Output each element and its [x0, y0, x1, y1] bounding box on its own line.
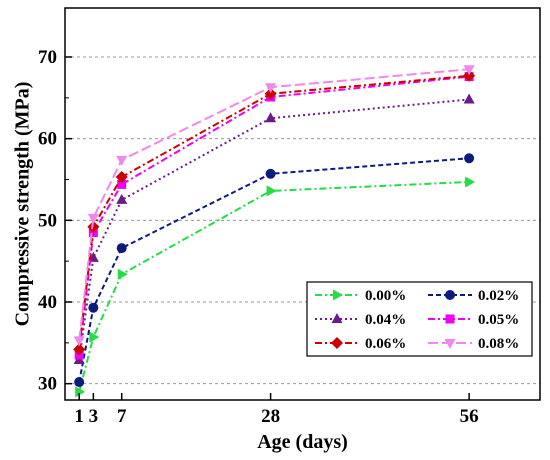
series-layer — [73, 65, 476, 398]
x-tick-label: 3 — [89, 406, 99, 427]
data-point — [465, 176, 476, 188]
data-point — [463, 65, 475, 76]
data-point — [264, 87, 277, 100]
legend-marker — [331, 313, 343, 323]
legend-item: 0.05% — [428, 312, 519, 328]
y-tick-label: 50 — [38, 210, 57, 231]
series-0.00% — [75, 176, 476, 398]
x-tick-label: 28 — [261, 406, 280, 427]
legend-marker — [331, 337, 343, 349]
legend-item: 0.04% — [315, 312, 406, 328]
x-axis-title: Age (days) — [257, 431, 348, 453]
legend-marker — [445, 290, 455, 300]
legend-label: 0.04% — [365, 312, 406, 328]
data-point — [75, 386, 86, 398]
data-point — [116, 155, 128, 166]
data-point — [87, 213, 99, 224]
legend-marker — [333, 289, 343, 301]
y-axis-title: Compressive strength (MPa) — [12, 82, 34, 327]
y-tick-label: 30 — [38, 374, 57, 395]
legend: 0.00% 0.02% 0.04% 0.05% 0.06% 0.08% — [306, 281, 533, 357]
series-0.06% — [73, 69, 476, 356]
legend-item: 0.08% — [428, 336, 519, 352]
legend-marker — [444, 339, 456, 349]
y-tick-label: 60 — [38, 129, 57, 150]
data-point — [117, 268, 128, 280]
legend-label: 0.08% — [478, 336, 519, 352]
data-point — [463, 93, 475, 104]
x-tick-label: 7 — [117, 406, 127, 427]
data-point — [73, 343, 86, 356]
legend-label: 0.02% — [478, 288, 519, 304]
data-point — [265, 112, 277, 123]
data-point — [87, 220, 100, 233]
series-0.08% — [73, 65, 475, 347]
axes: 30 40 50 60 70 1 3 7 28 56 — [38, 47, 479, 427]
data-point — [88, 302, 99, 313]
y-tick-label: 40 — [38, 292, 57, 313]
x-tick-label: 56 — [460, 406, 479, 427]
y-tick-label: 70 — [38, 47, 57, 68]
data-point — [74, 377, 85, 388]
legend-item: 0.06% — [315, 336, 406, 352]
data-point — [463, 69, 476, 82]
grid — [65, 56, 540, 385]
data-point — [265, 168, 276, 179]
legend-label: 0.05% — [478, 312, 519, 328]
data-point — [116, 193, 128, 204]
legend-marker — [445, 314, 455, 324]
data-point — [89, 331, 100, 343]
x-tick-label: 1 — [74, 406, 84, 427]
plot-frame — [64, 7, 541, 401]
legend-item: 0.00% — [315, 288, 406, 304]
legend-item: 0.02% — [428, 288, 519, 304]
series-line — [78, 157, 470, 383]
data-point — [115, 171, 128, 184]
legend-label: 0.06% — [365, 336, 406, 352]
data-point — [266, 185, 277, 197]
legend-box — [306, 281, 533, 357]
series-0.02% — [74, 153, 475, 388]
data-point — [117, 179, 127, 189]
data-point — [464, 153, 475, 164]
data-point — [73, 336, 85, 347]
data-point — [265, 83, 277, 94]
data-point — [116, 243, 127, 254]
legend-label: 0.00% — [365, 288, 406, 304]
